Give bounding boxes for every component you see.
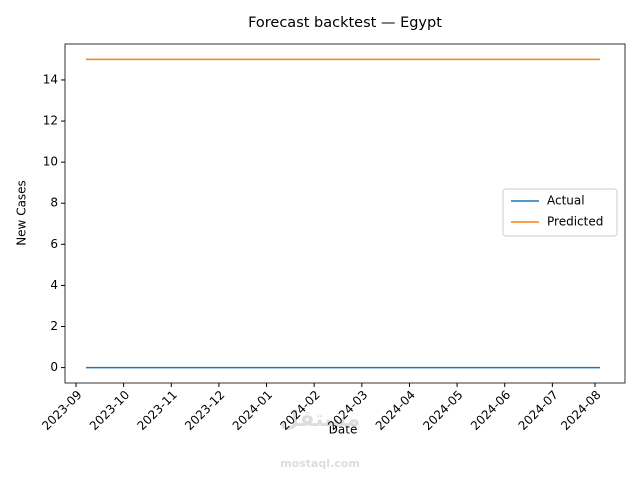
y-tick-label: 2 [50, 319, 58, 333]
y-axis-label: New Cases [15, 180, 29, 246]
legend-label: Predicted [547, 215, 603, 229]
y-tick-label: 8 [50, 196, 58, 210]
x-axis-label: Date [329, 423, 358, 437]
y-tick-label: 12 [43, 114, 58, 128]
y-tick-label: 14 [43, 72, 58, 86]
legend-label: Actual [547, 194, 585, 208]
plot-frame [64, 43, 626, 384]
watermark-logo: مستقل [280, 407, 360, 432]
chart-title: Forecast backtest — Egypt [248, 15, 442, 31]
y-tick-label: 6 [50, 237, 58, 251]
legend: Actual Predicted [502, 188, 618, 237]
y-tick-label: 0 [50, 360, 58, 374]
y-tick-label: 4 [50, 278, 58, 292]
y-tick-label: 10 [43, 155, 58, 169]
watermark-text: mostaql.com [280, 457, 360, 470]
